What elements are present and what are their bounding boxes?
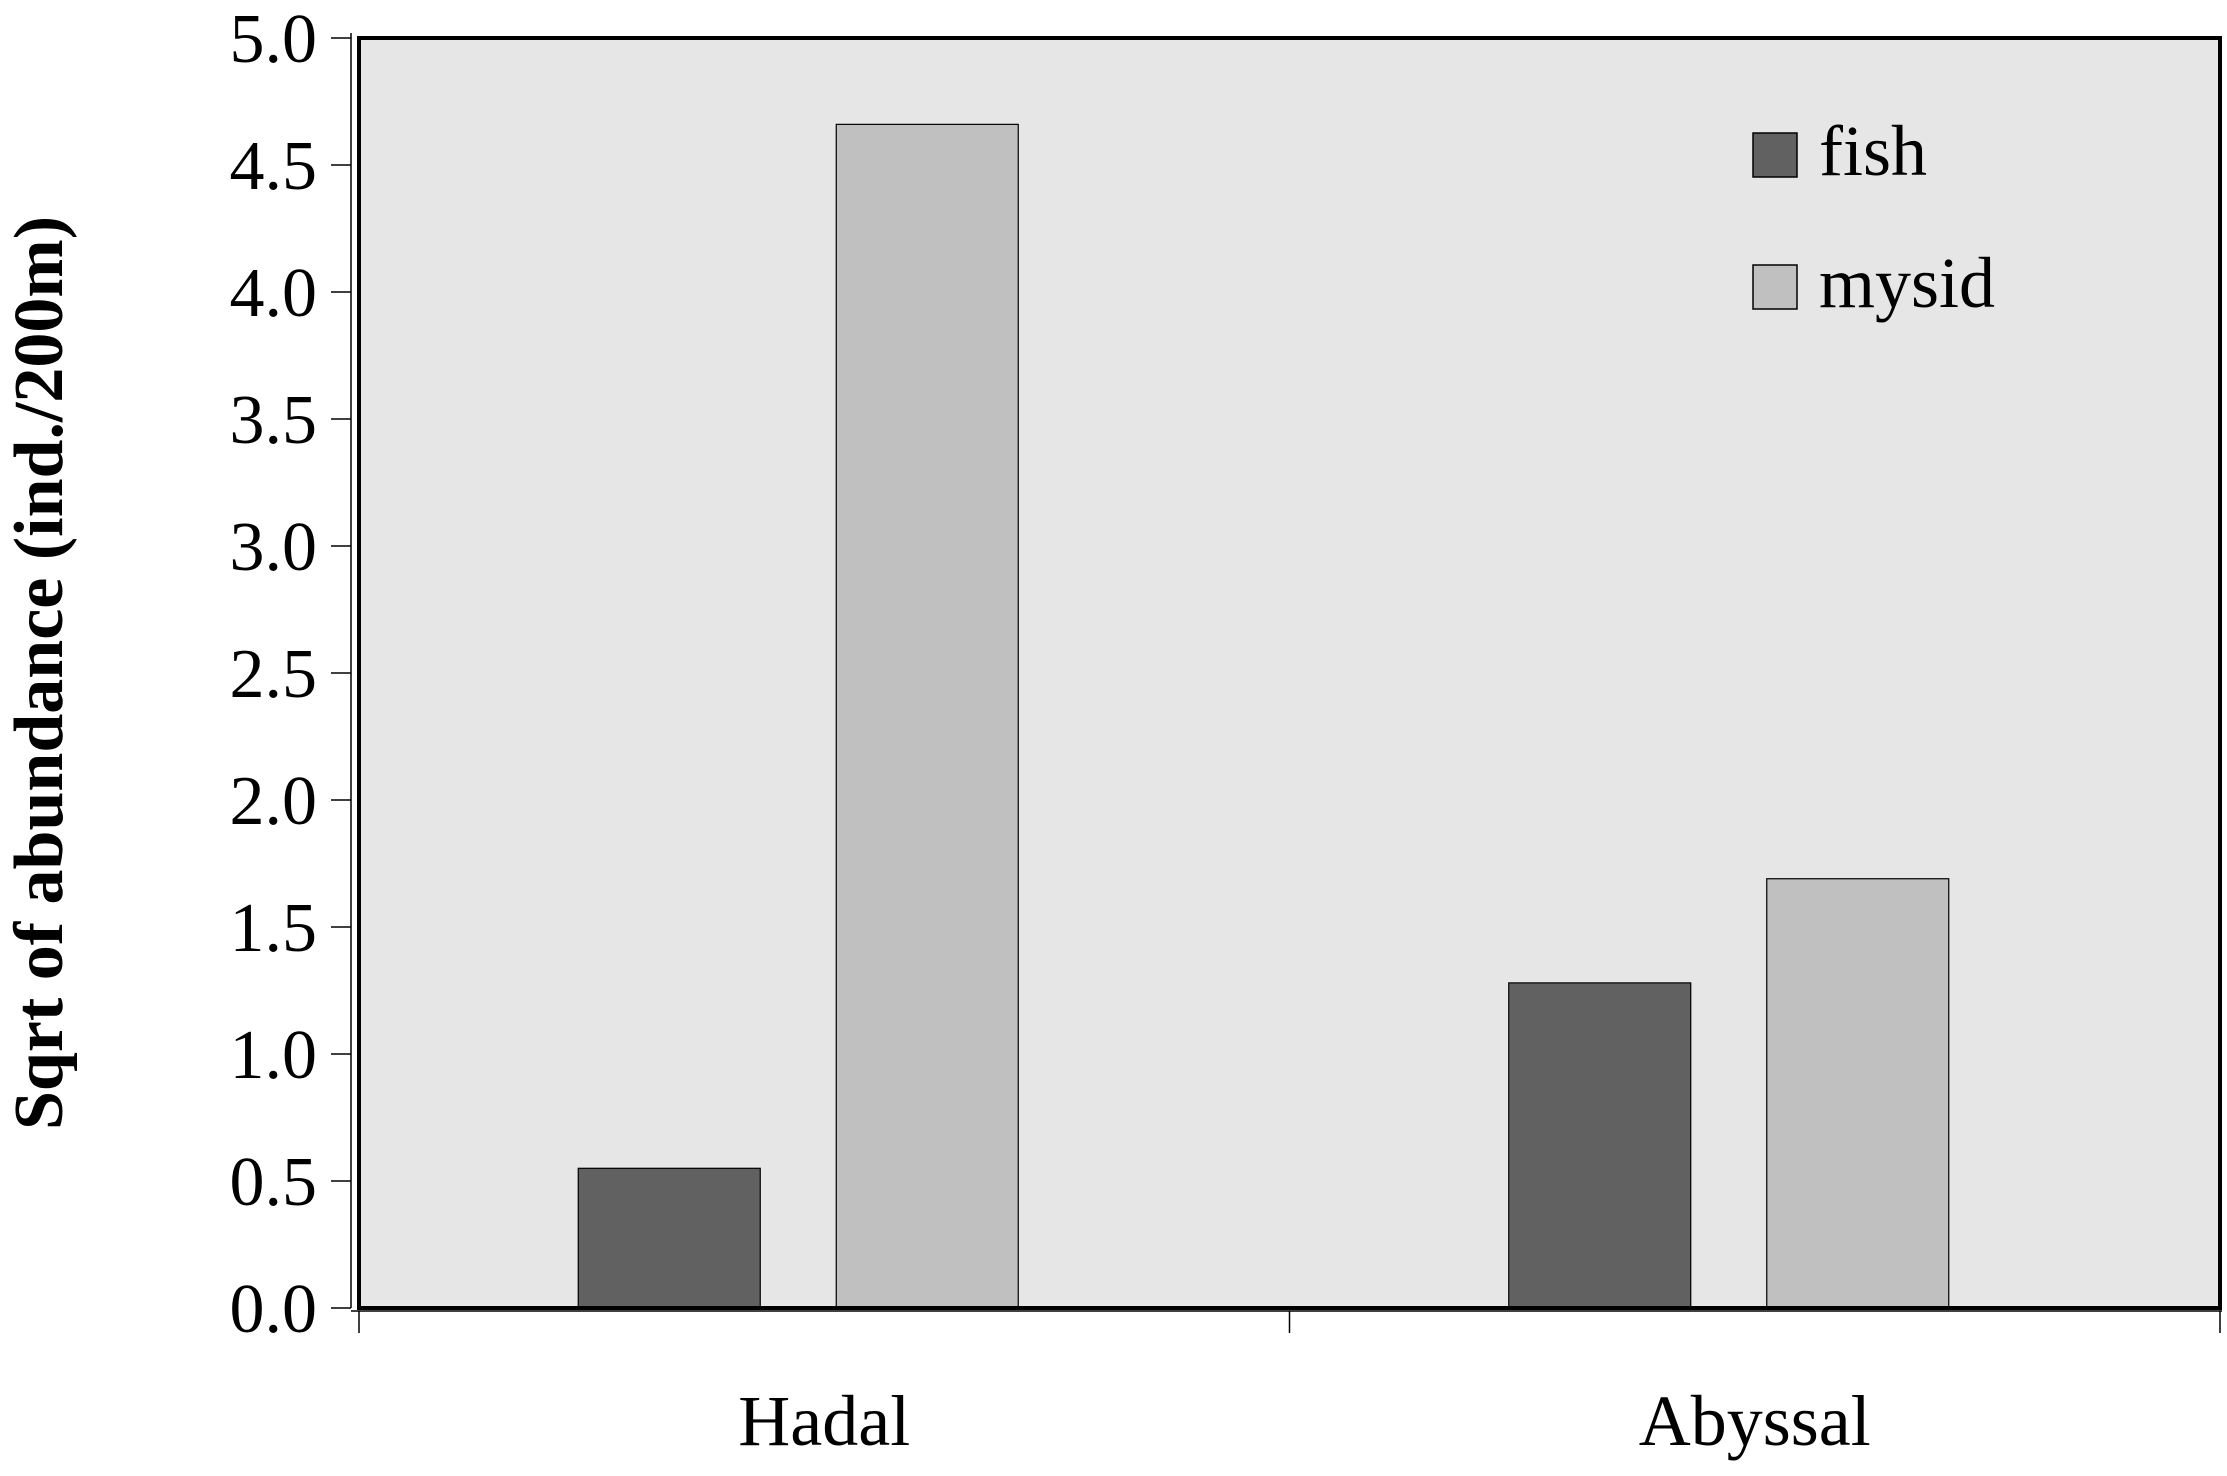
- legend-swatch-mysid: [1752, 264, 1798, 310]
- y-tick-label: 3.5: [230, 382, 318, 459]
- bar-mysid-hadal: [835, 123, 1019, 1309]
- y-tick-label: 2.0: [230, 763, 318, 840]
- y-tick-label: 1.5: [230, 890, 318, 967]
- x-category-label: Abyssal: [1639, 1381, 1871, 1461]
- y-tick-label: 3.0: [230, 509, 318, 586]
- legend-label-mysid: mysid: [1819, 243, 1995, 323]
- plot-frame: [357, 36, 2222, 1310]
- x-category-label: Hadal: [738, 1381, 910, 1461]
- legend: fish mysid: [1752, 111, 1995, 323]
- y-tick-label: 0.0: [230, 1271, 318, 1348]
- legend-label-fish: fish: [1819, 111, 1927, 191]
- axis-layer: 0.0 0.5 1.0 1.5 2.0 2.5 3.0 3.5 4.0 4.5 5.0 Hadal Ab…: [230, 1, 2222, 1461]
- y-tick-label: 2.5: [230, 636, 318, 713]
- bar-fish-abyssal: [1508, 982, 1692, 1309]
- plot-layer: [359, 38, 2220, 1309]
- y-tick-label: 4.0: [230, 255, 318, 332]
- y-tick-label: 4.5: [230, 128, 318, 205]
- bar-mysid-abyssal: [1766, 878, 1950, 1309]
- y-tick-label: 1.0: [230, 1017, 318, 1094]
- y-tick-label: 0.5: [230, 1144, 318, 1221]
- legend-swatch-fish: [1752, 132, 1798, 178]
- y-tick-label: 5.0: [230, 1, 318, 78]
- bar-fish-hadal: [577, 1167, 761, 1309]
- y-axis-title: Sqrt of abundance (ind./200m): [1, 216, 78, 1130]
